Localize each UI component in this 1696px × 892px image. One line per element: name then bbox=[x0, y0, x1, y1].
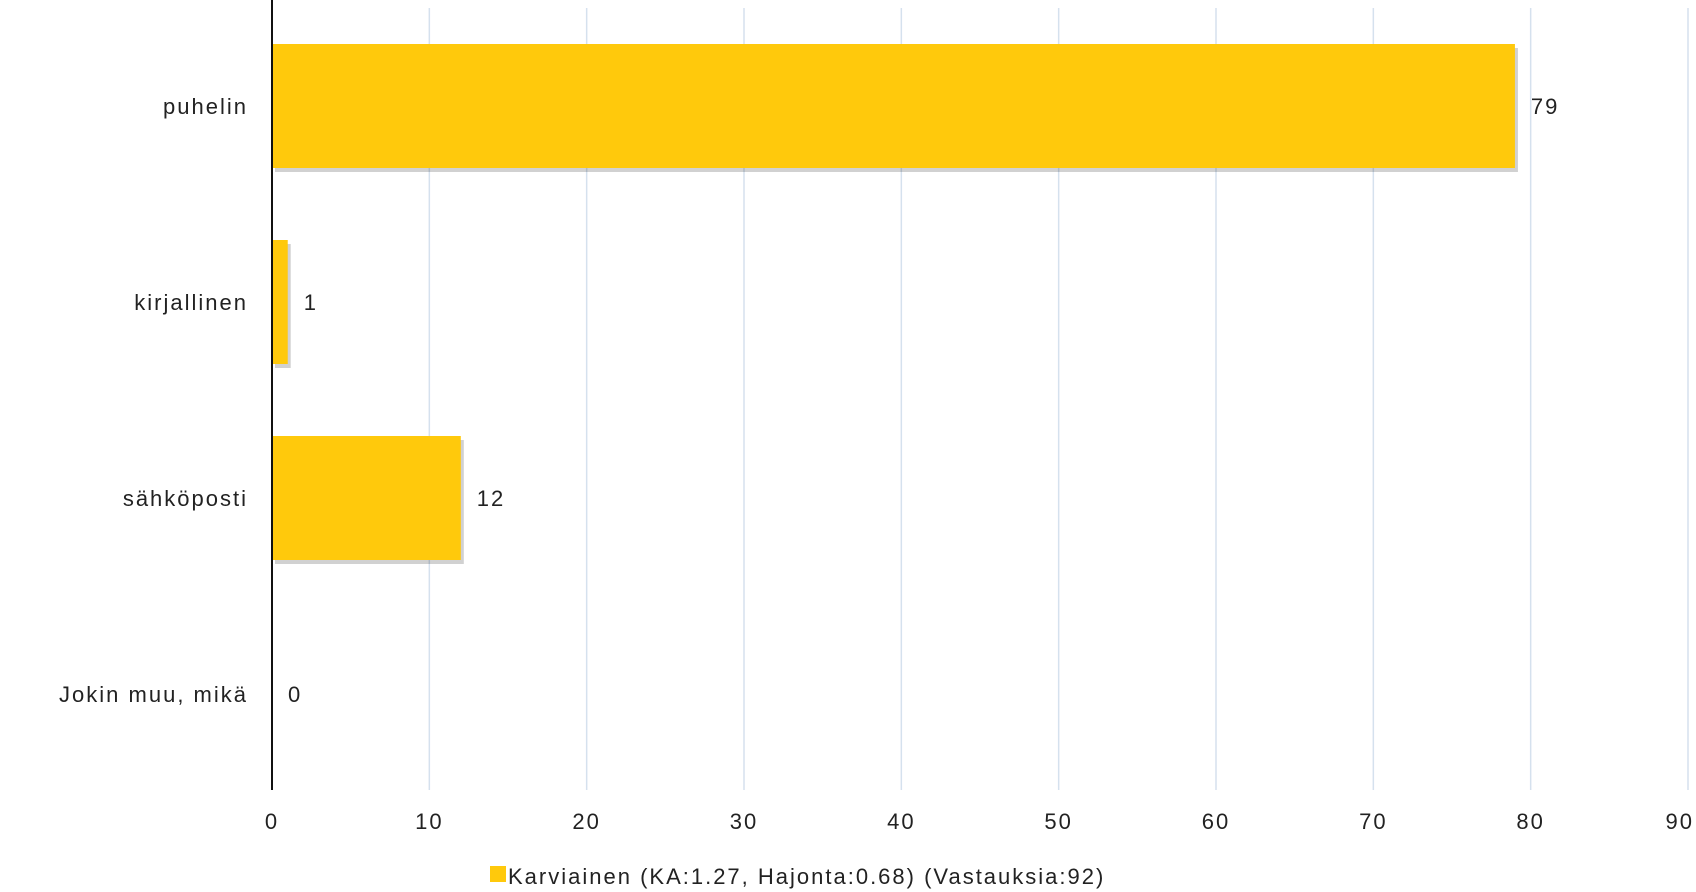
bar bbox=[272, 436, 461, 560]
bars bbox=[272, 44, 1518, 564]
category-label: Jokin muu, mikä bbox=[59, 682, 248, 707]
data-label: 79 bbox=[1531, 94, 1559, 119]
category-label: kirjallinen bbox=[134, 290, 248, 315]
data-label: 1 bbox=[304, 290, 318, 315]
x-tick-label: 10 bbox=[415, 809, 443, 834]
x-tick-label: 40 bbox=[887, 809, 915, 834]
legend: Karviainen (KA:1.27, Hajonta:0.68) (Vast… bbox=[490, 864, 1105, 889]
bar bbox=[272, 44, 1515, 168]
data-label: 0 bbox=[288, 682, 302, 707]
x-tick-label: 20 bbox=[572, 809, 600, 834]
x-tick-label: 0 bbox=[265, 809, 279, 834]
data-label: 12 bbox=[477, 486, 505, 511]
x-tick-label: 80 bbox=[1516, 809, 1544, 834]
x-tick-label: 70 bbox=[1359, 809, 1387, 834]
x-tick-label: 30 bbox=[730, 809, 758, 834]
category-label: puhelin bbox=[163, 94, 248, 119]
legend-swatch bbox=[490, 866, 506, 882]
x-tick-label: 60 bbox=[1202, 809, 1230, 834]
x-tick-label: 90 bbox=[1666, 809, 1694, 834]
x-tick-labels: 0 10 20 30 40 50 60 70 80 90 bbox=[265, 809, 1694, 834]
legend-label: Karviainen (KA:1.27, Hajonta:0.68) (Vast… bbox=[508, 864, 1105, 889]
bar bbox=[272, 240, 288, 364]
category-labels: puhelin kirjallinen sähköposti Jokin muu, m… bbox=[59, 94, 248, 707]
category-label: sähköposti bbox=[123, 486, 248, 511]
data-labels: 79 1 12 0 bbox=[288, 94, 1559, 707]
x-tick-label: 50 bbox=[1044, 809, 1072, 834]
